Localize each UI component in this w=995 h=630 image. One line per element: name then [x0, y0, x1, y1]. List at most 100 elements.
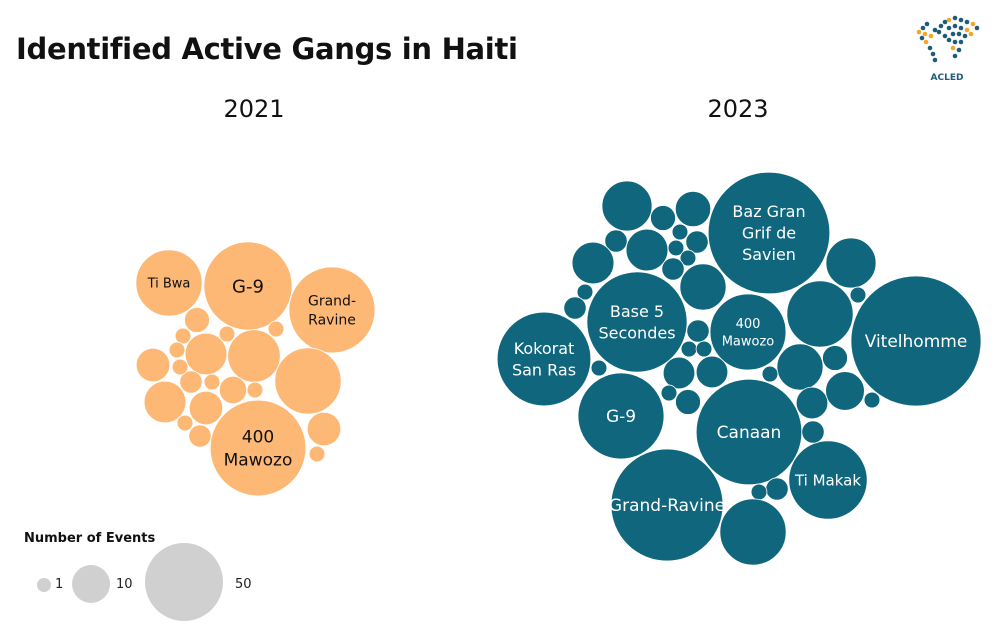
- bubble-2023-40[interactable]: [801, 420, 825, 444]
- bubble-2021-18[interactable]: [171, 358, 189, 376]
- bubble-2023-30[interactable]: [662, 356, 696, 390]
- bubble-2023-2[interactable]: [586, 271, 688, 373]
- logo-dot: [920, 25, 926, 31]
- bubble-2023-7[interactable]: [788, 440, 868, 520]
- bubble-2021-14[interactable]: [218, 325, 236, 343]
- bubble-2023-18[interactable]: [667, 239, 685, 257]
- logo-dot: [942, 33, 948, 39]
- bubble-label: Base 5 Secondes: [598, 302, 675, 343]
- bubble-2023-38[interactable]: [660, 384, 678, 402]
- bubble-2023-37[interactable]: [795, 386, 829, 420]
- bubble-2023-20[interactable]: [661, 257, 685, 281]
- bubble-2023-39[interactable]: [675, 389, 701, 415]
- bubble-2023-26[interactable]: [686, 319, 710, 343]
- bubble-label: 400 Mawozo: [722, 317, 775, 350]
- bubble-2021-9[interactable]: [143, 380, 187, 424]
- logo-dot: [958, 39, 964, 45]
- bubble-2021-20[interactable]: [246, 381, 264, 399]
- bubble-2023-1[interactable]: [850, 275, 982, 407]
- bubble-2023-3[interactable]: [496, 311, 592, 407]
- logo-dot: [974, 25, 980, 31]
- bubble-2021-3[interactable]: [209, 399, 307, 497]
- bubble-label: Kokorat San Ras: [512, 339, 576, 380]
- bubble-2021-11[interactable]: [306, 411, 342, 447]
- bubble-2023-36[interactable]: [863, 391, 881, 409]
- logo-dot: [946, 17, 952, 23]
- bubble-2021-13[interactable]: [179, 370, 203, 394]
- logo-dot: [952, 23, 958, 29]
- logo-text: ACLED: [931, 73, 964, 83]
- bubble-2023-6[interactable]: [610, 448, 724, 562]
- bubble-2021-12[interactable]: [218, 375, 248, 405]
- chart-title: Identified Active Gangs in Haiti: [16, 32, 518, 66]
- bubble-2021-5[interactable]: [227, 329, 281, 383]
- bubble-2023-11[interactable]: [674, 190, 712, 228]
- bubble-2023-16[interactable]: [671, 223, 689, 241]
- bubble-2023-22[interactable]: [825, 237, 877, 289]
- bubble-2023-29[interactable]: [590, 359, 608, 377]
- bubble-2023-41[interactable]: [765, 477, 789, 501]
- bubble-2021-0[interactable]: [135, 249, 203, 317]
- logo-dot: [952, 39, 958, 45]
- bubble-2023-21[interactable]: [679, 263, 727, 311]
- bubble-2023-27[interactable]: [680, 340, 698, 358]
- bubble-2021-16[interactable]: [174, 327, 192, 345]
- bubble-2023-42[interactable]: [750, 483, 768, 501]
- bubble-2023-0[interactable]: [707, 171, 831, 295]
- bubble-2023-28[interactable]: [695, 340, 713, 358]
- bubble-2023-15[interactable]: [571, 241, 615, 285]
- bubble-2023-10[interactable]: [601, 180, 653, 232]
- bubble-2021-7[interactable]: [184, 307, 210, 333]
- bubble-2021-21[interactable]: [176, 414, 194, 432]
- bubble-label: Ti Bwa: [147, 277, 191, 292]
- logo-dot: [952, 53, 958, 59]
- bubble-2021-2[interactable]: [288, 266, 376, 354]
- logo-dot: [919, 35, 925, 41]
- bubble-2023-35[interactable]: [825, 371, 865, 411]
- bubble-label: G-9: [232, 276, 264, 297]
- logo-dot: [938, 23, 944, 29]
- bubble-2021-15[interactable]: [267, 320, 285, 338]
- bubble-2023-23[interactable]: [849, 286, 867, 304]
- bubble-2023-9[interactable]: [786, 280, 854, 348]
- bubble-2023-25[interactable]: [563, 296, 587, 320]
- logo-dot: [956, 31, 962, 37]
- bubble-2023-13[interactable]: [625, 228, 669, 272]
- bubble-2023-14[interactable]: [604, 229, 628, 253]
- bubble-2023-8[interactable]: [709, 293, 787, 371]
- bubble-label: Grand-Ravine: [609, 496, 725, 516]
- bubble-2023-34[interactable]: [761, 365, 779, 383]
- bubble-2023-12[interactable]: [650, 205, 676, 231]
- bubble-2021-17[interactable]: [168, 341, 186, 359]
- bubble-2023-33[interactable]: [822, 345, 848, 371]
- bubble-2021-10[interactable]: [188, 390, 224, 426]
- bubble-2023-31[interactable]: [695, 355, 729, 389]
- panel-title-2023: 2023: [707, 95, 769, 123]
- bubble-2023-43[interactable]: [719, 498, 787, 566]
- legend-bubble-10: [72, 565, 110, 603]
- bubble-2021-8[interactable]: [135, 347, 171, 383]
- logo-dot: [927, 45, 933, 51]
- bubble-2023-17[interactable]: [685, 230, 709, 254]
- logo-dot: [950, 45, 956, 51]
- logo-dot: [952, 15, 958, 21]
- legend-label-50: 50: [235, 577, 252, 592]
- bubble-2021-6[interactable]: [184, 332, 228, 376]
- legend-label-1: 1: [55, 577, 64, 592]
- bubble-2023-24[interactable]: [576, 283, 594, 301]
- logo-dot: [924, 21, 930, 27]
- logo-dot: [956, 47, 962, 53]
- bubble-2023-4[interactable]: [577, 372, 665, 460]
- bubble-label: G-9: [606, 407, 636, 427]
- bubble-2023-32[interactable]: [776, 343, 824, 391]
- bubble-2023-19[interactable]: [679, 249, 697, 267]
- bubble-2021-23[interactable]: [308, 445, 326, 463]
- logo-dot: [958, 25, 964, 31]
- logo-dot: [962, 33, 968, 39]
- logo-dot: [930, 51, 936, 57]
- logo-dot: [958, 17, 964, 23]
- bubble-2021-22[interactable]: [188, 424, 212, 448]
- bubble-2021-19[interactable]: [203, 373, 221, 391]
- bubble-2021-4[interactable]: [274, 347, 342, 415]
